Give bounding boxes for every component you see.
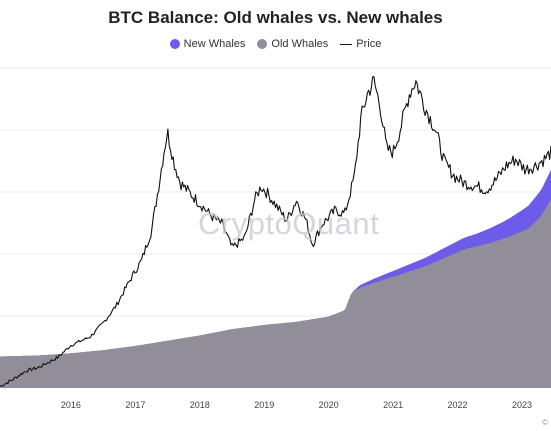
x-tick-label: 2018	[190, 400, 210, 410]
legend: New Whales Old Whales Price	[0, 38, 551, 50]
price-line-swatch	[340, 43, 353, 45]
x-tick-label: 2023	[512, 400, 532, 410]
legend-label-old-whales: Old Whales	[271, 38, 329, 50]
price-line	[0, 75, 551, 387]
old-whales-swatch	[257, 39, 268, 49]
x-tick-label: 2021	[383, 400, 403, 410]
legend-item-new-whales[interactable]: New Whales	[169, 38, 246, 50]
legend-label-price: Price	[356, 38, 382, 50]
x-tick-label: 2020	[319, 400, 339, 410]
legend-item-old-whales[interactable]: Old Whales	[257, 38, 328, 50]
legend-item-price[interactable]: Price	[340, 38, 381, 50]
legend-label-new-whales: New Whales	[183, 38, 246, 50]
new-whales-swatch	[169, 39, 180, 49]
x-tick-label: 2016	[61, 400, 81, 410]
x-tick-label: 2017	[125, 400, 145, 410]
x-tick-label: 2022	[448, 400, 468, 410]
x-tick-label: 2019	[254, 400, 274, 410]
watermark-text: CryptoQuant	[198, 206, 380, 241]
chart-title: BTC Balance: Old whales vs. New whales	[108, 8, 443, 27]
old-whales-area	[0, 199, 551, 388]
copyright-mark: ©	[542, 418, 548, 427]
